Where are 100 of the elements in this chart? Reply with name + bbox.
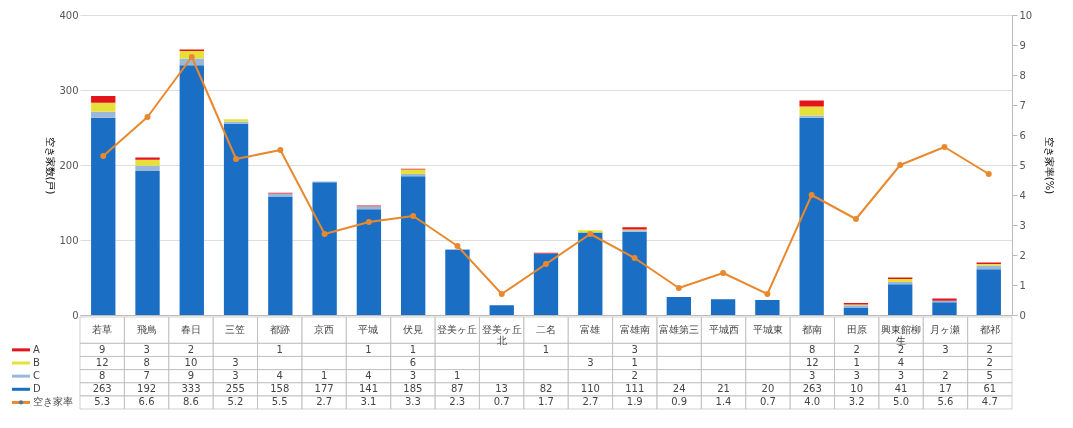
- x-tick-label: 二名: [536, 324, 556, 336]
- data-label: 10: [184, 357, 198, 368]
- data-label: 4.0: [804, 396, 821, 408]
- data-label: 3: [853, 370, 860, 382]
- data-label: 6: [409, 357, 417, 368]
- data-label: 111: [625, 383, 645, 395]
- data-label: 4: [897, 357, 905, 368]
- data-label: 5.3: [94, 396, 111, 408]
- data-label: 2: [986, 357, 993, 368]
- data-label: 12: [805, 357, 819, 368]
- data-label: 141: [358, 383, 379, 395]
- legend-label: C: [33, 370, 40, 382]
- data-label: 2: [187, 343, 195, 355]
- data-label: 24: [672, 383, 686, 395]
- y2-tick-label: 5: [1019, 159, 1026, 171]
- data-label: 1: [276, 343, 283, 355]
- data-label: 61: [983, 383, 997, 395]
- data-label: 9: [187, 370, 195, 382]
- data-label: 3: [143, 343, 150, 355]
- x-tick-label: 登美ヶ丘北: [481, 324, 522, 347]
- x-tick-label: 富雄第三: [659, 324, 700, 336]
- y2-tick-label: 6: [1019, 129, 1026, 141]
- x-tick-label: 春日: [180, 324, 201, 336]
- x-tick-label: 平城: [358, 324, 379, 336]
- data-label: 7: [143, 370, 150, 382]
- y-tick-label: 300: [59, 84, 79, 96]
- data-label: 5.0: [893, 396, 909, 408]
- x-tick-label: 都南: [802, 324, 823, 336]
- data-label: 1.9: [626, 396, 643, 408]
- y-tick-label: 400: [59, 9, 79, 21]
- data-label: 82: [539, 383, 553, 395]
- y2-tick-label: 4: [1019, 189, 1026, 201]
- data-label: 1: [631, 357, 638, 368]
- data-label: 3.2: [848, 396, 865, 408]
- data-label: 8: [143, 357, 150, 368]
- x-tick-label: 京西: [314, 324, 335, 336]
- data-label: 20: [761, 383, 775, 395]
- data-label: 12: [95, 357, 109, 368]
- data-label: 3: [409, 370, 417, 382]
- x-tick-label: 都祁: [979, 324, 1000, 336]
- x-tick-label: 月ヶ瀬: [930, 324, 961, 336]
- data-label: 333: [181, 383, 201, 395]
- data-label: 1: [853, 357, 860, 368]
- data-label: 4: [365, 370, 372, 382]
- y2-tick-label: 2: [1019, 249, 1026, 261]
- legend-label: B: [33, 357, 40, 368]
- data-label: 3: [942, 343, 949, 355]
- y2-tick-label: 1: [1019, 279, 1026, 291]
- data-label: 6.6: [138, 396, 155, 408]
- y2-tick-label: 8: [1019, 69, 1026, 81]
- data-label: 2: [942, 370, 949, 382]
- data-label: 41: [894, 383, 908, 395]
- data-label: 1: [542, 343, 550, 355]
- data-label: 8.6: [183, 396, 199, 408]
- data-label: 1.4: [715, 396, 732, 408]
- data-label: 0.9: [671, 396, 688, 408]
- data-label: 5.6: [937, 396, 954, 408]
- x-tick-label: 三笠: [225, 324, 246, 336]
- x-tick-label: 飛鳥: [136, 324, 157, 336]
- data-label: 5.5: [271, 396, 288, 408]
- data-label: 3: [631, 343, 638, 355]
- data-label: 3: [587, 357, 594, 368]
- x-tick-label: 田原: [846, 324, 867, 336]
- data-label: 158: [270, 383, 290, 395]
- x-tick-label: 登美ヶ丘: [437, 324, 478, 336]
- data-label: 2.7: [582, 396, 599, 408]
- legend-label: D: [33, 383, 41, 395]
- y-tick-label: 100: [59, 234, 79, 246]
- data-label: 10: [850, 383, 864, 395]
- data-label: 3: [897, 370, 905, 382]
- data-label: 177: [314, 383, 334, 395]
- y2-axis-title: 空き家率(%): [1044, 136, 1056, 195]
- data-label: 3: [809, 370, 816, 382]
- y2-tick-label: 0: [1019, 309, 1026, 321]
- y-tick-label: 200: [59, 159, 79, 171]
- data-label: 4: [276, 370, 283, 382]
- data-label: 8: [99, 370, 106, 382]
- y2-tick-label: 7: [1019, 99, 1026, 111]
- y-tick-label: 0: [72, 309, 79, 321]
- legend-label: 空き家率: [33, 396, 73, 408]
- data-label: 8: [809, 343, 816, 355]
- y2-tick-label: 3: [1019, 219, 1026, 231]
- x-tick-label: 富雄南: [619, 324, 650, 336]
- data-label: 1.7: [538, 396, 554, 408]
- data-label: 263: [802, 383, 822, 395]
- data-label: 255: [225, 383, 245, 395]
- data-label: 3.3: [404, 396, 421, 408]
- legend-label: A: [33, 343, 40, 355]
- data-label: 0.7: [493, 396, 510, 408]
- data-label: 3: [232, 357, 239, 368]
- data-label: 2: [853, 343, 860, 355]
- data-label: 2.3: [449, 396, 466, 408]
- data-label: 4.7: [981, 396, 998, 408]
- data-label: 1: [365, 343, 372, 355]
- x-tick-label: 若草: [92, 324, 113, 336]
- data-label: 110: [580, 383, 600, 395]
- data-label: 1: [409, 343, 417, 355]
- data-label: 5: [986, 370, 993, 382]
- data-label: 9: [99, 343, 106, 355]
- y2-tick-label: 9: [1019, 39, 1026, 51]
